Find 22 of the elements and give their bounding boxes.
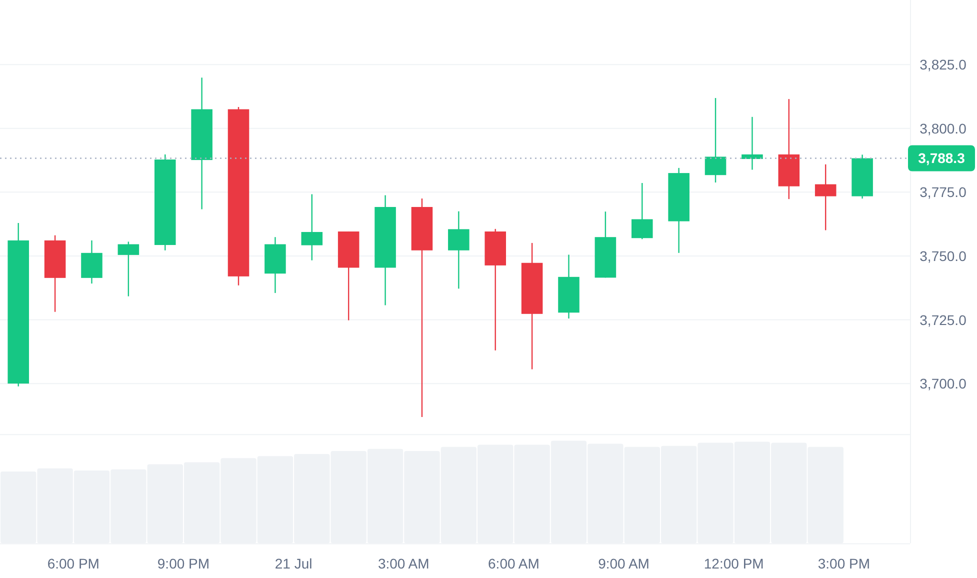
y-tick-label: 3,700.0 xyxy=(920,376,967,392)
x-tick-label: 9:00 PM xyxy=(157,555,210,572)
x-tick-label: 21 Jul xyxy=(274,555,312,572)
x-tick-label: 9:00 AM xyxy=(598,555,650,572)
candlestick xyxy=(814,164,836,231)
x-tick-label: 3:00 AM xyxy=(378,555,430,572)
ref-line-label: 3,788.3 xyxy=(918,150,966,166)
y-tick-label: 3,825.0 xyxy=(920,56,967,73)
y-tick-label: 3,725.0 xyxy=(920,312,967,328)
candlestick xyxy=(704,97,726,184)
candlestick xyxy=(631,182,653,240)
y-tick-label: 3,800.0 xyxy=(920,120,967,136)
y-tick-label: 3,750.0 xyxy=(920,248,967,264)
x-tick-label: 6:00 AM xyxy=(488,555,540,572)
candlestick xyxy=(301,194,323,261)
x-tick-label: 3:00 PM xyxy=(818,555,870,572)
x-tick-label: 6:00 PM xyxy=(47,555,100,572)
y-tick-label: 3,775.0 xyxy=(920,184,967,200)
candlestick xyxy=(742,116,763,170)
candlestick xyxy=(448,210,470,290)
x-tick-label: 12:00 PM xyxy=(704,555,764,572)
candlestick xyxy=(118,241,140,297)
